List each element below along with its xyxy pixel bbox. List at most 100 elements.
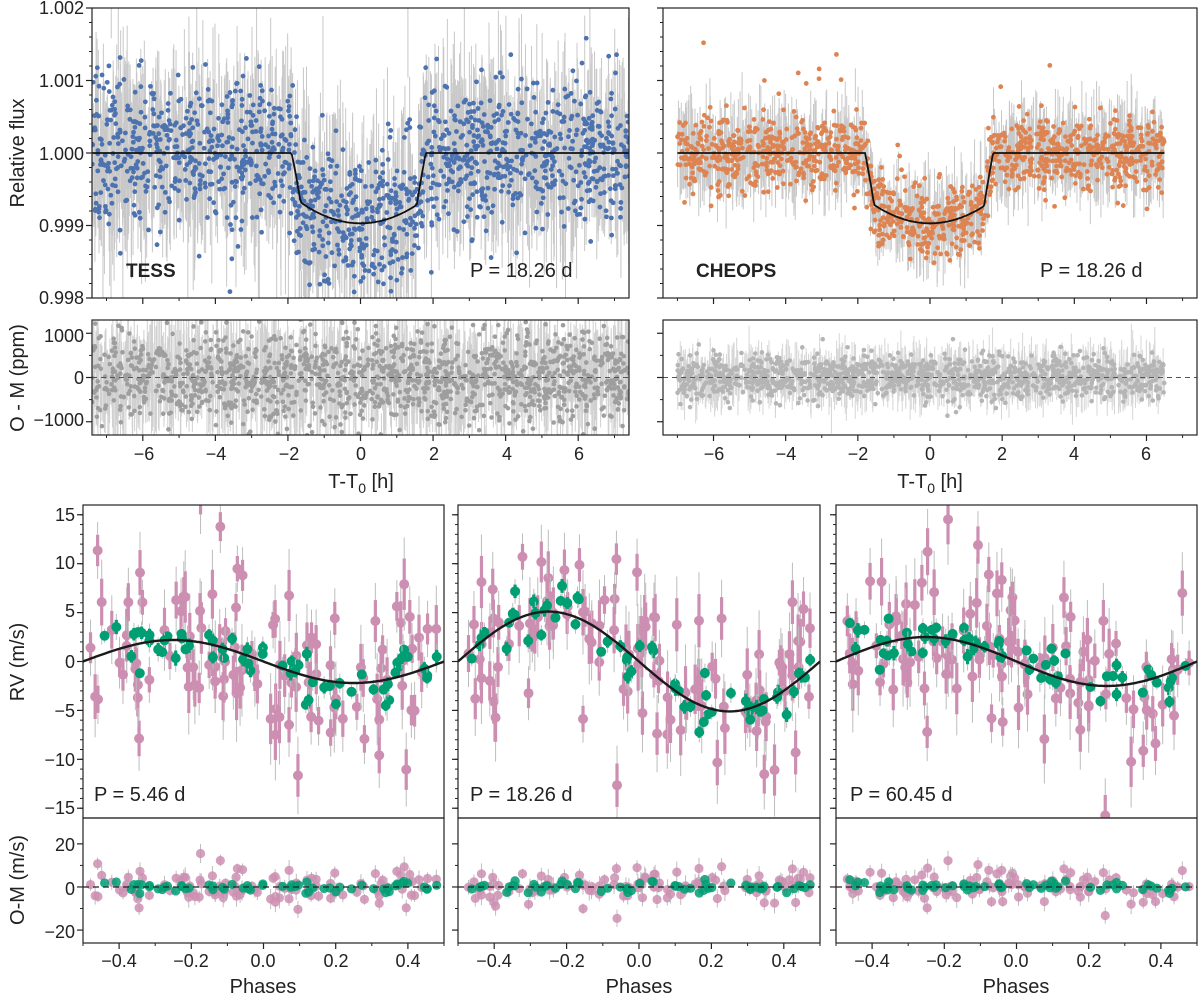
data-point bbox=[540, 195, 546, 201]
data-point bbox=[130, 119, 136, 125]
data-point bbox=[202, 129, 207, 135]
data-point bbox=[202, 161, 208, 167]
data-point bbox=[303, 259, 309, 265]
data-point bbox=[530, 80, 536, 86]
data-point bbox=[110, 94, 116, 100]
data-point bbox=[328, 199, 334, 205]
tess-ytick-label: 0.999 bbox=[39, 216, 84, 236]
data-point bbox=[853, 141, 859, 147]
data-point bbox=[271, 111, 277, 117]
data-point bbox=[464, 162, 470, 167]
data-point bbox=[526, 171, 532, 177]
data-point bbox=[813, 133, 819, 139]
data-point bbox=[959, 188, 965, 194]
data-point bbox=[444, 156, 450, 162]
data-point bbox=[467, 101, 472, 107]
data-point bbox=[307, 282, 312, 288]
data-point bbox=[199, 103, 205, 109]
data-point bbox=[1067, 167, 1073, 173]
data-point bbox=[475, 168, 481, 174]
data-point bbox=[894, 206, 900, 212]
data-point bbox=[925, 244, 930, 250]
data-point bbox=[571, 177, 577, 183]
data-point bbox=[917, 223, 922, 229]
data-point bbox=[193, 90, 199, 96]
data-point bbox=[106, 221, 112, 227]
data-point bbox=[189, 117, 195, 122]
data-point bbox=[608, 198, 614, 204]
data-point bbox=[291, 238, 297, 244]
data-point bbox=[703, 138, 709, 143]
data-point bbox=[339, 193, 344, 199]
data-point bbox=[1149, 162, 1155, 168]
data-point bbox=[346, 192, 352, 198]
data-point bbox=[134, 175, 140, 181]
data-point bbox=[468, 115, 474, 120]
data-point bbox=[975, 229, 980, 234]
data-point bbox=[216, 115, 221, 121]
data-point bbox=[441, 204, 447, 210]
data-point bbox=[405, 120, 411, 126]
data-point bbox=[162, 127, 168, 133]
data-point bbox=[247, 156, 253, 162]
data-point bbox=[385, 224, 391, 230]
data-point bbox=[225, 120, 231, 125]
data-point bbox=[271, 200, 277, 206]
data-point bbox=[471, 133, 477, 138]
data-point bbox=[176, 188, 181, 194]
data-point bbox=[465, 214, 470, 219]
data-point bbox=[511, 116, 517, 121]
data-point bbox=[586, 115, 592, 121]
data-point bbox=[1036, 124, 1042, 130]
data-point bbox=[259, 133, 265, 139]
data-point bbox=[122, 156, 128, 162]
data-point bbox=[511, 166, 517, 172]
data-point bbox=[322, 272, 327, 278]
data-point bbox=[590, 198, 596, 204]
data-point bbox=[98, 190, 104, 195]
data-point bbox=[438, 136, 444, 142]
data-point bbox=[464, 142, 470, 148]
data-point bbox=[431, 103, 437, 109]
data-point bbox=[860, 166, 866, 171]
data-point bbox=[764, 155, 770, 161]
data-point bbox=[969, 183, 975, 189]
data-point bbox=[242, 167, 248, 173]
data-point bbox=[135, 159, 141, 164]
data-point bbox=[623, 128, 629, 134]
data-point bbox=[227, 90, 233, 95]
data-point bbox=[522, 176, 528, 182]
data-point bbox=[429, 90, 435, 95]
data-point bbox=[520, 147, 526, 153]
data-point bbox=[393, 193, 399, 199]
data-point bbox=[1144, 131, 1150, 137]
data-point bbox=[540, 188, 546, 194]
data-point bbox=[497, 153, 502, 159]
data-point bbox=[357, 227, 363, 232]
data-point bbox=[154, 242, 160, 248]
data-point bbox=[276, 141, 282, 147]
data-point bbox=[281, 198, 287, 204]
data-point bbox=[984, 164, 990, 170]
data-point bbox=[173, 120, 179, 126]
data-point bbox=[606, 172, 611, 178]
data-point bbox=[190, 145, 195, 151]
data-point bbox=[589, 127, 595, 132]
data-point bbox=[432, 133, 438, 139]
data-point bbox=[266, 101, 272, 107]
data-point bbox=[751, 165, 757, 171]
data-point bbox=[280, 164, 285, 169]
data-point bbox=[168, 128, 174, 134]
data-point bbox=[327, 179, 333, 185]
data-point bbox=[695, 140, 701, 146]
data-point bbox=[190, 64, 196, 70]
data-point bbox=[201, 145, 207, 151]
data-point bbox=[764, 167, 770, 173]
data-point bbox=[437, 148, 443, 153]
data-point bbox=[467, 129, 473, 135]
data-point bbox=[701, 147, 706, 153]
data-point bbox=[256, 109, 262, 115]
tess-ytick-label: 1.002 bbox=[39, 0, 84, 18]
data-point bbox=[618, 214, 623, 220]
data-point bbox=[428, 161, 434, 167]
